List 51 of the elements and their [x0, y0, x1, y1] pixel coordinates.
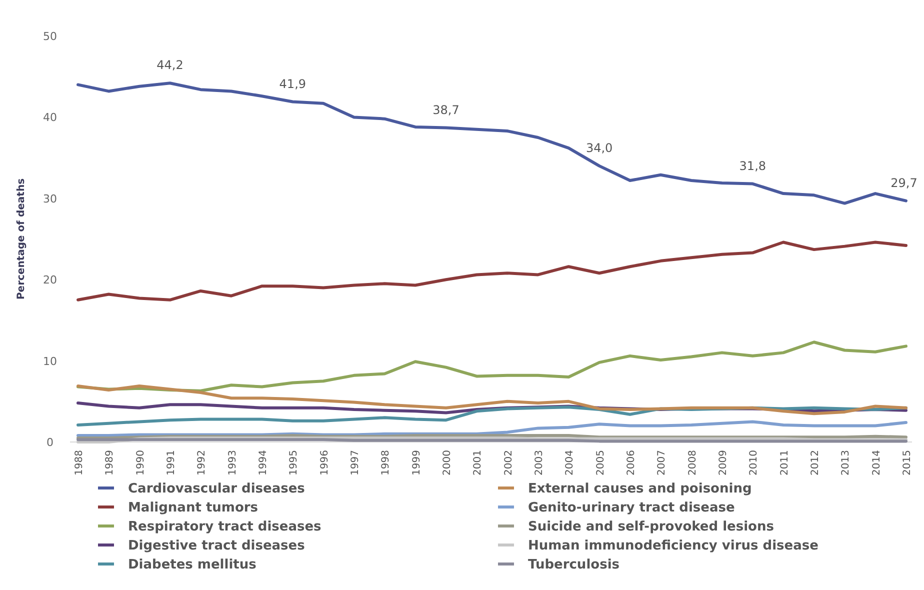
x-tick-label: 1998	[380, 450, 392, 476]
legend-label: Digestive tract diseases	[128, 538, 306, 554]
legend-label: Cardiovascular diseases	[128, 482, 306, 496]
y-tick-label: 10	[43, 354, 57, 368]
x-tick-label: 1999	[411, 450, 422, 476]
x-tick-label: 2008	[687, 450, 698, 476]
annotation: 38,7	[432, 102, 460, 117]
legend-label: Human immunodeficiency virus disease	[528, 538, 819, 554]
annotation: 34,0	[586, 140, 613, 155]
annotation: 29,7	[890, 176, 918, 190]
y-tick-label: 30	[43, 192, 57, 206]
x-tick-label: 2009	[718, 450, 729, 476]
annotation: 44,2	[156, 58, 184, 72]
x-tick-label: 2012	[810, 450, 821, 476]
y-tick-label: 50	[43, 30, 57, 43]
x-tick-label: 1992	[196, 450, 208, 476]
y-tick-label: 0	[46, 436, 54, 449]
legend-label: Suicide and self-provoked lesions	[528, 520, 774, 534]
x-tick-label: 1993	[227, 450, 238, 476]
legend-label: Genito-urinary tract disease	[528, 500, 735, 516]
legend-label: Diabetes mellitus	[128, 558, 257, 572]
legend-label: Tuberculosis	[528, 558, 620, 572]
x-tick-label: 1995	[288, 450, 300, 476]
x-tick-label: 2004	[564, 450, 576, 476]
x-tick-label: 1990	[135, 450, 146, 476]
x-tick-label: 2002	[503, 450, 514, 476]
legend-label: External causes and poisoning	[528, 482, 752, 496]
x-tick-label: 2000	[442, 450, 453, 476]
legend-label: Respiratory tract diseases	[128, 520, 322, 534]
legend-label: Malignant tumors	[128, 500, 258, 516]
x-tick-label: 1989	[104, 450, 116, 476]
x-tick-label: 1988	[74, 450, 85, 476]
x-tick-label: 2001	[472, 450, 484, 476]
x-tick-label: 1994	[258, 450, 269, 476]
x-tick-label: 2005	[595, 450, 606, 476]
x-tick-label: 2003	[534, 450, 545, 476]
x-tick-label: 1997	[350, 450, 361, 476]
x-tick-label: 1996	[319, 450, 330, 476]
x-tick-label: 2007	[656, 450, 668, 476]
y-tick-label: 40	[43, 111, 57, 124]
y-axis-title: Percentage of deaths	[16, 178, 27, 300]
annotation: 31,8	[739, 158, 766, 173]
x-tick-label: 2015	[902, 450, 913, 476]
y-tick-label: 20	[43, 274, 57, 287]
x-tick-label: 2006	[626, 450, 637, 476]
x-tick-label: 2011	[779, 450, 790, 476]
x-tick-label: 2014	[871, 450, 882, 476]
x-tick-label: 2010	[748, 450, 760, 476]
annotation: 41,9	[279, 76, 306, 91]
x-tick-label: 2013	[840, 450, 852, 476]
x-tick-label: 1991	[166, 450, 177, 476]
